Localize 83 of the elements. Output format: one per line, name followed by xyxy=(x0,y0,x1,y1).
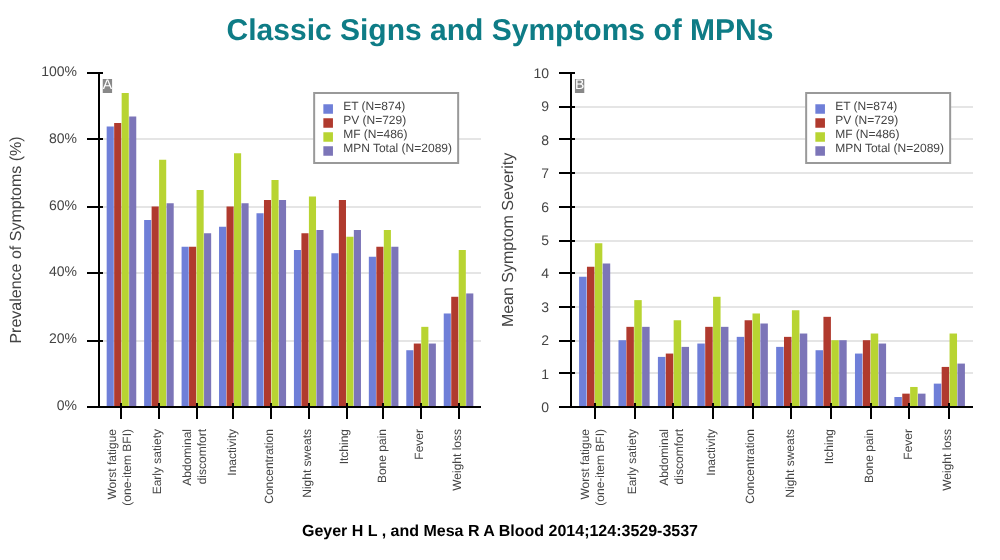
bar xyxy=(278,199,287,407)
bar xyxy=(114,123,122,407)
bar xyxy=(106,126,114,407)
bar xyxy=(316,229,324,407)
bar xyxy=(241,203,249,407)
bar xyxy=(949,333,958,407)
bar xyxy=(791,310,800,407)
chart-title: Classic Signs and Symptoms of MPNs xyxy=(226,12,774,52)
bar xyxy=(918,393,926,407)
bar xyxy=(226,206,234,407)
bar xyxy=(466,293,474,407)
bar xyxy=(406,350,414,407)
bar xyxy=(301,233,309,407)
bar xyxy=(129,116,137,407)
y-axis-title: Prevalence of Symptoms (%) xyxy=(7,135,26,344)
bar xyxy=(166,203,174,407)
bar xyxy=(234,153,242,407)
bar xyxy=(271,179,279,407)
bar xyxy=(776,346,784,407)
bar xyxy=(219,226,227,407)
bar xyxy=(870,333,879,407)
bar xyxy=(144,219,152,407)
bar xyxy=(458,250,466,407)
bar xyxy=(626,326,634,407)
bar xyxy=(443,313,451,407)
bar xyxy=(697,343,705,407)
bar xyxy=(720,326,729,407)
bar xyxy=(878,343,887,407)
bar xyxy=(121,93,129,407)
bar xyxy=(428,343,436,407)
bar xyxy=(602,263,611,407)
bar xyxy=(831,340,839,407)
text: Geyer H L , and Mesa R A Blood 2014;124:3529-3537 xyxy=(301,520,698,543)
bar xyxy=(308,196,317,407)
bar xyxy=(586,266,595,407)
bar xyxy=(346,236,354,407)
bar xyxy=(579,276,587,407)
bar xyxy=(681,346,690,407)
bar xyxy=(839,340,847,407)
bar xyxy=(854,353,863,407)
bar xyxy=(634,300,642,407)
bar xyxy=(823,316,831,407)
bar xyxy=(376,246,384,407)
bar xyxy=(784,336,792,407)
bar xyxy=(353,229,361,407)
bar xyxy=(673,320,682,407)
bar xyxy=(705,326,713,407)
bar xyxy=(736,336,745,407)
bar xyxy=(713,296,721,407)
bar xyxy=(941,366,950,407)
bar xyxy=(594,243,603,407)
bar xyxy=(642,326,650,407)
bar xyxy=(451,296,459,407)
bar xyxy=(752,313,760,407)
bar xyxy=(263,199,272,407)
bar xyxy=(618,340,626,407)
bar xyxy=(189,246,197,407)
bar xyxy=(957,363,965,407)
bar xyxy=(204,233,212,407)
bar xyxy=(256,213,264,407)
bar xyxy=(368,256,376,407)
bar xyxy=(181,246,189,407)
bar xyxy=(383,229,391,407)
bar xyxy=(902,393,910,407)
bar xyxy=(910,386,918,407)
bar xyxy=(196,189,204,407)
bar xyxy=(413,343,421,407)
y-axis-title: Mean Symptom Severity xyxy=(499,152,518,328)
bar xyxy=(744,320,753,407)
bar xyxy=(293,250,302,407)
bar xyxy=(338,199,346,407)
bar xyxy=(815,350,824,407)
bar xyxy=(657,356,666,407)
bar xyxy=(862,340,871,407)
bar xyxy=(331,253,339,407)
bar xyxy=(665,353,674,407)
bar xyxy=(894,396,902,407)
bar xyxy=(799,333,808,407)
bar xyxy=(760,323,768,407)
bar xyxy=(151,206,159,407)
bar xyxy=(421,326,429,407)
bar xyxy=(391,246,399,407)
bar xyxy=(159,159,167,407)
